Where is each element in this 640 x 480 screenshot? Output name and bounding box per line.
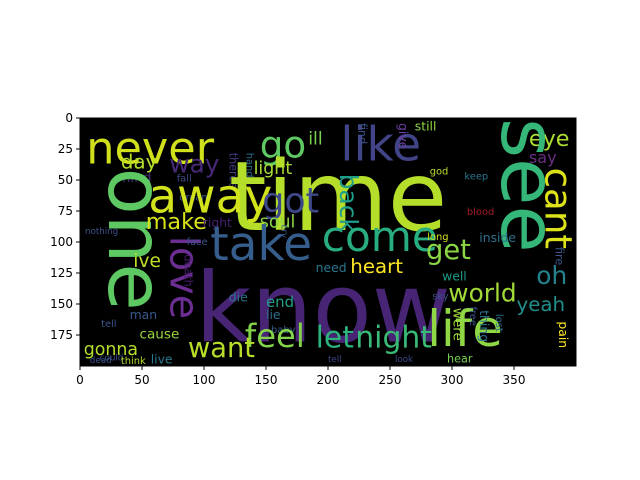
word-cant: cant	[536, 168, 580, 249]
x-axis: 0 50 100 150 200 250 300 350	[76, 366, 525, 387]
word-gonna: gonna	[84, 340, 138, 360]
y-axis: 0 25 50 75 100 125 150 175	[50, 111, 80, 342]
y-tick-label: 50	[58, 173, 73, 187]
word-lost: lost	[493, 314, 504, 332]
x-tick-label: 300	[441, 373, 464, 387]
word-find: find	[355, 123, 368, 144]
y-tick-label: 150	[50, 297, 73, 311]
word-well: well	[442, 268, 467, 283]
word-pain: pain	[556, 321, 571, 348]
y-tick-label: 0	[65, 111, 73, 125]
word-tell: tell	[101, 319, 116, 330]
wordcloud-canvas	[80, 118, 576, 366]
y-tick-label: 100	[50, 235, 73, 249]
word-thing: thing	[477, 310, 492, 342]
word-face: face	[187, 237, 208, 248]
x-tick-label: 250	[379, 373, 402, 387]
word-think: think	[121, 356, 146, 367]
word-let: let	[316, 321, 354, 356]
word-look: look	[395, 355, 413, 365]
word-never: never	[86, 123, 215, 175]
word-sky: sky	[432, 292, 449, 303]
word-long: long	[427, 232, 448, 243]
word-take: take	[210, 217, 312, 272]
word-man: man	[130, 307, 158, 322]
word-dream: dream	[179, 192, 211, 203]
word-one: one	[90, 168, 179, 311]
word-oh: oh	[536, 261, 567, 290]
word-night: night	[355, 321, 432, 356]
word-god: god	[430, 166, 449, 177]
word-like: like	[340, 118, 421, 173]
word-fall: fall	[177, 174, 192, 185]
x-tick-label: 50	[134, 373, 149, 387]
word-baby: baby	[271, 325, 296, 336]
word-day: day	[121, 151, 158, 174]
word-live: live	[151, 352, 173, 367]
word-world: world	[448, 279, 516, 308]
word-mind: mind	[117, 170, 151, 186]
word-hand: hand	[244, 153, 255, 178]
word-right: right	[203, 215, 232, 230]
word-see: see	[483, 118, 572, 253]
word-keep: keep	[464, 171, 488, 182]
word-get: get	[426, 235, 471, 266]
word-say: say	[529, 148, 557, 167]
word-fire: fire	[552, 247, 565, 265]
word-death: death	[182, 254, 195, 286]
word-time: time	[229, 140, 447, 253]
word-go: go	[260, 123, 306, 167]
word-yeah: yeah	[517, 293, 566, 316]
word-away: away	[148, 170, 272, 225]
word-cry: cry	[278, 225, 288, 239]
word-free: free	[467, 307, 478, 326]
word-love: love	[161, 236, 207, 319]
word-want: want	[188, 333, 255, 364]
word-soul: soul	[260, 212, 296, 232]
word-cause: cause	[140, 327, 180, 343]
word-hear: hear	[447, 353, 473, 366]
word-nothing: nothing	[85, 227, 118, 237]
word-inside: inside	[479, 230, 516, 245]
x-tick-label: 100	[193, 373, 216, 387]
word-could: could	[100, 354, 124, 364]
word-lie: lie	[266, 307, 281, 322]
word-still: still	[415, 118, 437, 133]
word-blood: blood	[467, 207, 494, 218]
word-tell: tell	[328, 355, 342, 365]
x-tick-label: 0	[76, 373, 84, 387]
word-feel: feel	[245, 317, 305, 355]
y-tick-label: 25	[58, 142, 73, 156]
y-tick-label: 175	[50, 328, 73, 342]
word-heart: heart	[350, 255, 403, 278]
word-ill: ill	[308, 129, 323, 149]
x-tick-label: 150	[255, 373, 278, 387]
word-light: light	[254, 159, 293, 179]
word-life: life	[427, 300, 503, 358]
word-give: give	[396, 123, 411, 149]
word-eye: eye	[529, 126, 570, 152]
word-need: need	[316, 260, 347, 275]
x-tick-label: 350	[503, 373, 526, 387]
word-way: way	[169, 150, 219, 179]
word-back: back	[334, 174, 363, 234]
word-know: know	[195, 252, 451, 365]
word-come: come	[322, 212, 438, 261]
word-end: end	[266, 293, 294, 311]
word-make: make	[146, 209, 207, 235]
word-die: die	[229, 290, 248, 305]
word-were: were	[450, 308, 466, 341]
word-got: got	[262, 182, 319, 222]
x-tick-label: 200	[317, 373, 340, 387]
word-dead: dead	[90, 356, 112, 366]
y-tick-label: 125	[50, 266, 73, 280]
word-ive: ive	[133, 251, 161, 272]
y-tick-label: 75	[58, 204, 73, 218]
word-theres: theres	[226, 153, 239, 189]
